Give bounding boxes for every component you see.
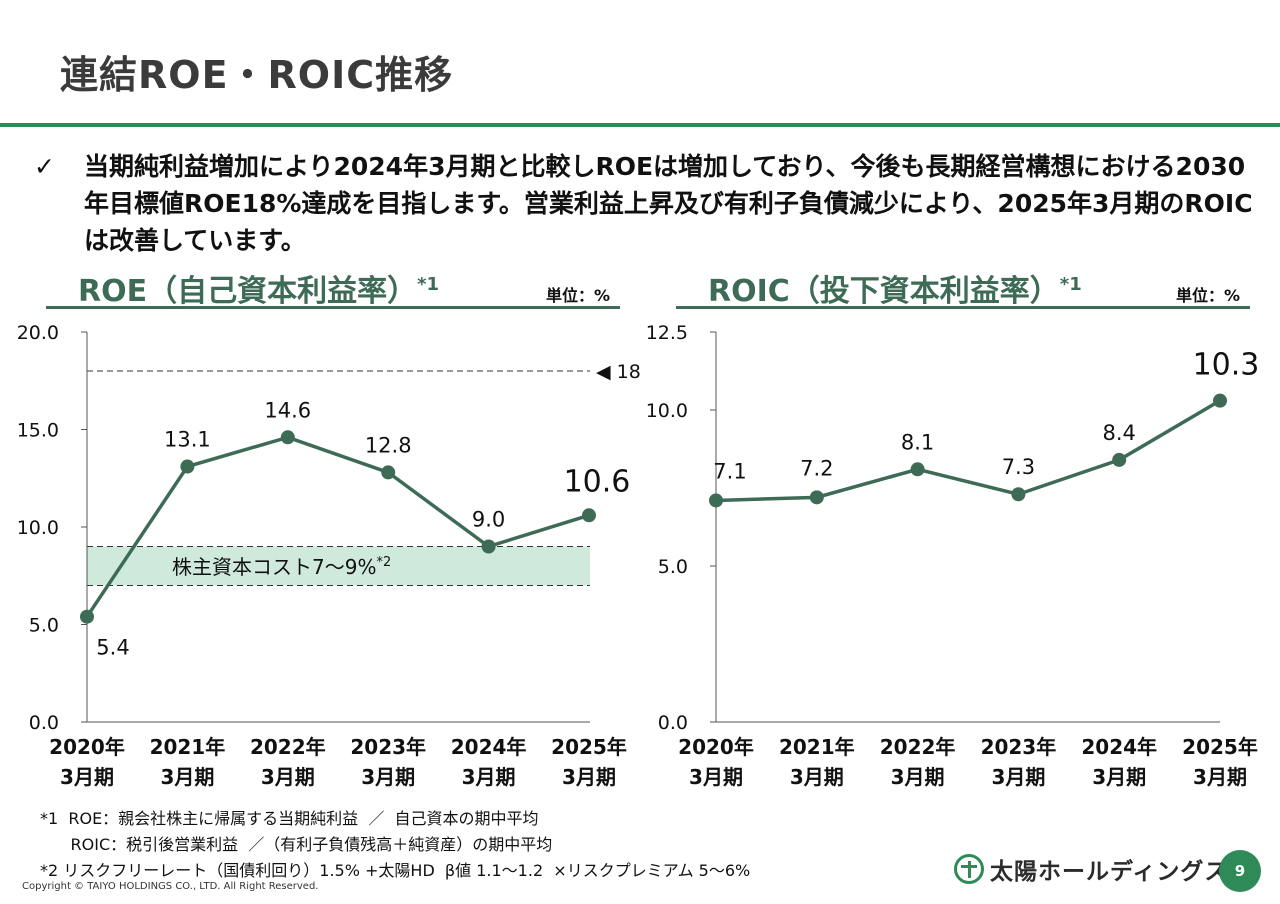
x-tick-label: 3月期: [891, 765, 945, 789]
data-label: 12.8: [365, 433, 412, 457]
x-tick-label: 2021年: [779, 735, 855, 759]
footnote-2: *2 リスクフリーレート（国債利回り）1.5% +太陽HD β値 1.1～1.2…: [40, 861, 751, 880]
roic-unit-label: 単位：%: [1176, 286, 1241, 305]
data-point: [1213, 393, 1227, 408]
roic-title-rule: [676, 306, 1250, 309]
x-tick-label: 2022年: [880, 735, 956, 759]
y-tick-label: 12.5: [646, 322, 688, 344]
logo-text: 太陽ホールディングス: [990, 859, 1229, 885]
roe-title-rule: [46, 306, 620, 309]
summary-text: 当期純利益増加により2024年3月期と比較しROEは増加しており、今後も長期経営…: [84, 152, 1253, 255]
data-point: [910, 462, 925, 477]
x-tick-label: 2025年: [1182, 735, 1258, 759]
data-point: [709, 493, 723, 508]
data-label: 7.1: [713, 459, 746, 483]
y-tick-label: 5.0: [29, 615, 59, 637]
data-label: 7.2: [800, 456, 833, 480]
check-icon: ✓: [34, 152, 55, 181]
page-title: 連結ROE・ROIC推移: [60, 53, 454, 97]
x-tick-label: 3月期: [160, 765, 214, 789]
roe-chart: 株主資本コスト7～9%*2 ◀ 18 0.0 5.0 10.0 15.0 20.0 2020年…: [17, 322, 641, 789]
cost-of-equity-band: [87, 546, 590, 586]
data-label: 13.1: [164, 428, 211, 452]
copyright: Copyright © TAIYO HOLDINGS CO., LTD. All…: [22, 881, 319, 892]
page-number: 9: [1219, 850, 1261, 892]
x-tick-label: 3月期: [60, 765, 114, 789]
data-point: [809, 490, 824, 505]
x-tick-label: 3月期: [462, 765, 516, 789]
data-point: [481, 539, 496, 554]
data-label: 8.1: [901, 430, 934, 454]
band-note-mark: *2: [376, 555, 391, 570]
title-divider: [0, 123, 1280, 127]
x-tick-label: 3月期: [562, 765, 616, 789]
target-label: ◀ 18: [596, 361, 641, 383]
x-tick-label: 2023年: [981, 735, 1057, 759]
x-tick-label: 2021年: [150, 735, 226, 759]
roic-panel-title: ROIC（投下資本利益率）*1: [708, 266, 1082, 310]
x-tick-label: 3月期: [1193, 765, 1247, 789]
footnote-1-roe: *1 ROE：親会社株主に帰属する当期純利益 ／ 自己資本の期中平均: [40, 809, 539, 828]
roe-unit-label: 単位：%: [546, 286, 611, 305]
roic-chart: 0.0 5.0 10.0 12.5 2020年 3月期 2021年 3月期 2022年 3月期 20…: [646, 322, 1260, 789]
roic-title-note: *1: [1059, 274, 1082, 295]
data-point: [1112, 452, 1127, 467]
x-tick-label: 3月期: [261, 765, 315, 789]
band-label: 株主資本コスト7～9%*2: [172, 555, 391, 579]
footnote-1-roic: ROIC：税引後営業利益 ／（有利子負債残高＋純資産）の期中平均: [40, 835, 553, 854]
summary-bullet: ✓ 当期純利益増加により2024年3月期と比較しROEは増加しており、今後も長期…: [34, 148, 1254, 259]
x-tick-label: 2023年: [350, 735, 426, 759]
x-tick-label: 2025年: [551, 735, 627, 759]
y-tick-label: 0.0: [29, 712, 59, 734]
y-tick-label: 0.0: [658, 712, 688, 734]
y-tick-label: 20.0: [17, 322, 59, 344]
data-point: [1011, 487, 1026, 502]
series-line: [85, 435, 590, 618]
roic-title-text: ROIC（投下資本利益率）: [708, 274, 1060, 309]
roe-title-note: *1: [417, 274, 440, 295]
roe-panel-title: ROE（自己資本利益率）*1: [78, 266, 439, 310]
x-tick-label: 3月期: [1092, 765, 1146, 789]
data-label: 5.4: [96, 636, 129, 660]
x-tick-label: 3月期: [689, 765, 743, 789]
x-tick-label: 2020年: [49, 735, 125, 759]
y-tick-label: 10.0: [646, 400, 688, 422]
y-tick-label: 15.0: [17, 420, 59, 442]
data-label: 10.3: [1193, 348, 1260, 383]
logo-icon: [954, 854, 984, 884]
x-tick-label: 2024年: [1081, 735, 1157, 759]
y-tick-label: 5.0: [658, 556, 688, 578]
data-point: [180, 459, 195, 474]
x-tick-label: 2022年: [250, 735, 326, 759]
x-tick-label: 2024年: [451, 735, 527, 759]
x-tick-label: 3月期: [991, 765, 1045, 789]
x-tick-label: 3月期: [790, 765, 844, 789]
x-tick-label: 3月期: [361, 765, 415, 789]
series-line: [715, 399, 1221, 503]
roe-title-text: ROE（自己資本利益率）: [78, 274, 418, 309]
data-point: [80, 609, 94, 624]
y-tick-label: 10.0: [17, 517, 59, 539]
data-label: 8.4: [1102, 421, 1135, 445]
data-label: 14.6: [264, 398, 311, 422]
footnotes: *1 ROE：親会社株主に帰属する当期純利益 ／ 自己資本の期中平均 ROIC：…: [40, 806, 750, 884]
company-logo: 太陽ホールディングス: [954, 852, 1228, 886]
data-point: [381, 465, 396, 480]
data-label: 9.0: [472, 508, 505, 532]
data-label: 10.6: [564, 464, 631, 499]
x-tick-label: 2020年: [678, 735, 754, 759]
data-point: [582, 508, 596, 523]
data-point: [280, 430, 295, 445]
data-label: 7.3: [1002, 455, 1035, 479]
